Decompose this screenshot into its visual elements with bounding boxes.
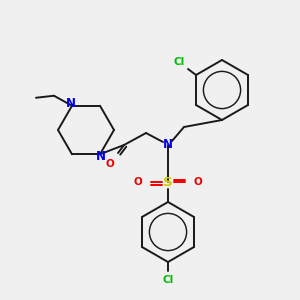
Text: O: O <box>134 177 142 187</box>
Text: S: S <box>163 176 173 188</box>
Text: N: N <box>96 150 106 163</box>
Text: O: O <box>106 159 114 169</box>
Text: N: N <box>66 97 76 110</box>
Text: N: N <box>163 139 173 152</box>
Text: Cl: Cl <box>162 275 174 285</box>
Text: O: O <box>194 177 202 187</box>
Text: Cl: Cl <box>173 57 184 67</box>
